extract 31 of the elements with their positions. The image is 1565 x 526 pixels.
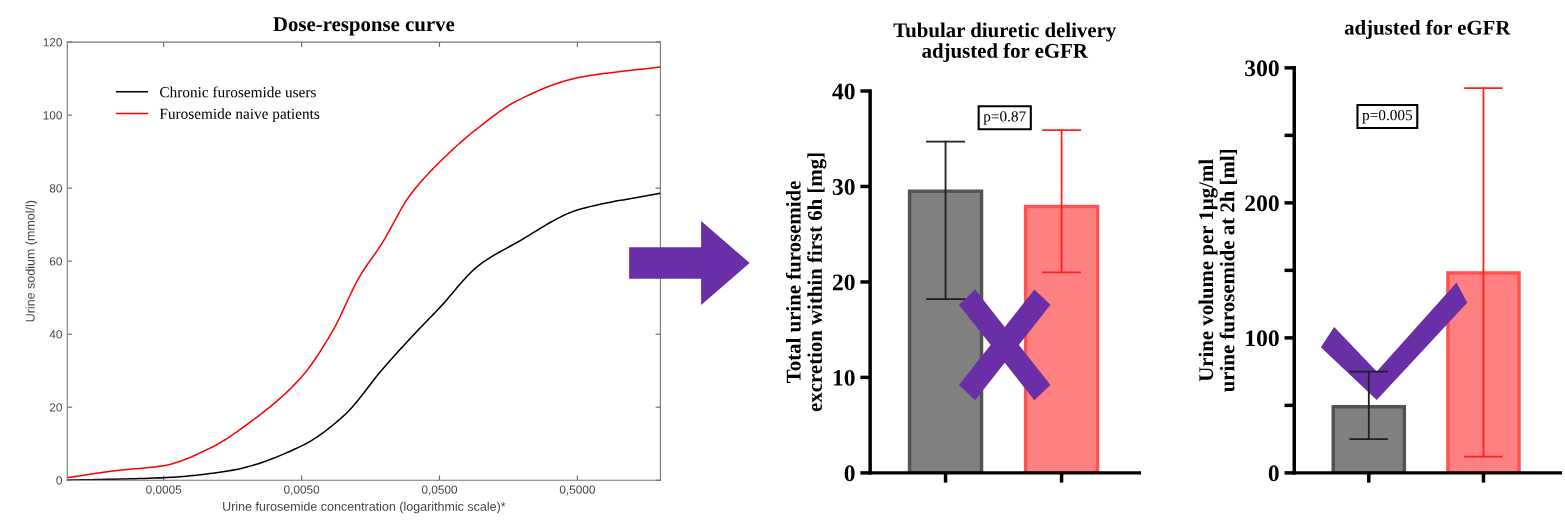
y-tick-label: 40: [832, 83, 855, 100]
x-tick-label: 0,0005: [146, 485, 182, 496]
x-tick-label: 0,5000: [559, 485, 595, 496]
chart-title: Dose-response curve: [273, 17, 455, 36]
y-tick-label: 30: [832, 178, 855, 195]
y-tick-label: 300: [1245, 60, 1279, 77]
x-tick-label: 0,0500: [421, 485, 458, 496]
y-tick-label: 0: [844, 465, 855, 482]
y-tick-label: 60: [49, 257, 62, 266]
y-tick-label: 120: [43, 38, 62, 47]
chart-title: adjusted for eGFR: [1344, 19, 1511, 39]
y-tick-label: 100: [43, 111, 62, 120]
x-axis-title: Urine furosemide concentration (logarithmic scale)*: [223, 501, 506, 514]
annotation: p=0.005: [1362, 109, 1413, 124]
y-tick-label: 20: [832, 274, 855, 291]
annotation: p=0.87: [983, 111, 1026, 125]
y-tick-label: 200: [1245, 195, 1279, 212]
y-axis-title: Urine sodium (mmol/l): [25, 200, 38, 322]
y-tick-label: 0: [56, 476, 62, 485]
y-axis-title: Urine volume per 1µg/ml urine furosemide at 2h [ml]: [1198, 150, 1238, 392]
x-tick-label: 0,0050: [284, 485, 320, 496]
y-axis-title: Total urine furosemide excretion within first 6h [mg]: [785, 153, 827, 412]
legend-label: Furosemide naive patients: [159, 108, 320, 123]
y-tick-label: 40: [49, 330, 62, 339]
y-tick-label: 0: [1268, 465, 1279, 482]
y-tick-label: 10: [833, 369, 855, 386]
chart-title: Tubular diuretic delivery adjusted for eGFR: [893, 22, 1117, 63]
y-tick-label: 80: [49, 184, 62, 193]
legend-label: Chronic furosemide users: [160, 86, 316, 98]
y-tick-label: 100: [1246, 330, 1279, 347]
y-tick-label: 20: [49, 403, 62, 412]
